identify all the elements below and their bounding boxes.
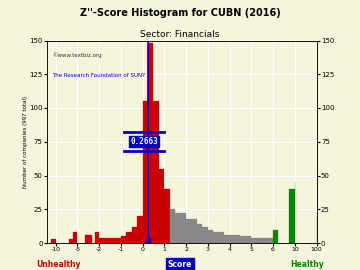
Text: Sector: Financials: Sector: Financials [140, 30, 220, 39]
Bar [181, 213, 186, 243]
Bar [164, 189, 170, 243]
Bar [51, 239, 55, 243]
Bar [121, 236, 126, 243]
Text: Score: Score [168, 260, 192, 269]
Bar [143, 101, 148, 243]
Text: The Research Foundation of SUNY: The Research Foundation of SUNY [52, 73, 145, 78]
Bar [137, 216, 143, 243]
Bar [175, 213, 181, 243]
Bar [213, 232, 219, 243]
Bar [95, 232, 99, 243]
Bar [219, 232, 224, 243]
Bar [251, 238, 262, 243]
Bar [262, 238, 273, 243]
Y-axis label: Number of companies (997 total): Number of companies (997 total) [23, 96, 28, 188]
Bar [197, 224, 202, 243]
Bar [273, 230, 279, 243]
Bar [186, 219, 192, 243]
Bar [68, 239, 73, 243]
Bar [159, 169, 164, 243]
Text: Z''-Score Histogram for CUBN (2016): Z''-Score Histogram for CUBN (2016) [80, 8, 280, 18]
Bar [202, 227, 208, 243]
Bar [153, 101, 159, 243]
Bar [289, 189, 295, 243]
Bar [99, 238, 110, 243]
Bar [148, 43, 153, 243]
Bar [224, 235, 230, 243]
Bar [126, 232, 132, 243]
Bar [208, 230, 213, 243]
Text: Healthy: Healthy [290, 260, 324, 269]
Bar [170, 209, 175, 243]
Text: Unhealthy: Unhealthy [36, 260, 81, 269]
Bar [230, 235, 240, 243]
Text: ©www.textbiz.org: ©www.textbiz.org [52, 52, 102, 58]
Bar [85, 235, 92, 243]
Bar [240, 236, 251, 243]
Bar [132, 227, 137, 243]
Bar [110, 238, 121, 243]
Bar [73, 232, 77, 243]
Text: 0.2663: 0.2663 [130, 137, 158, 146]
Bar [192, 219, 197, 243]
